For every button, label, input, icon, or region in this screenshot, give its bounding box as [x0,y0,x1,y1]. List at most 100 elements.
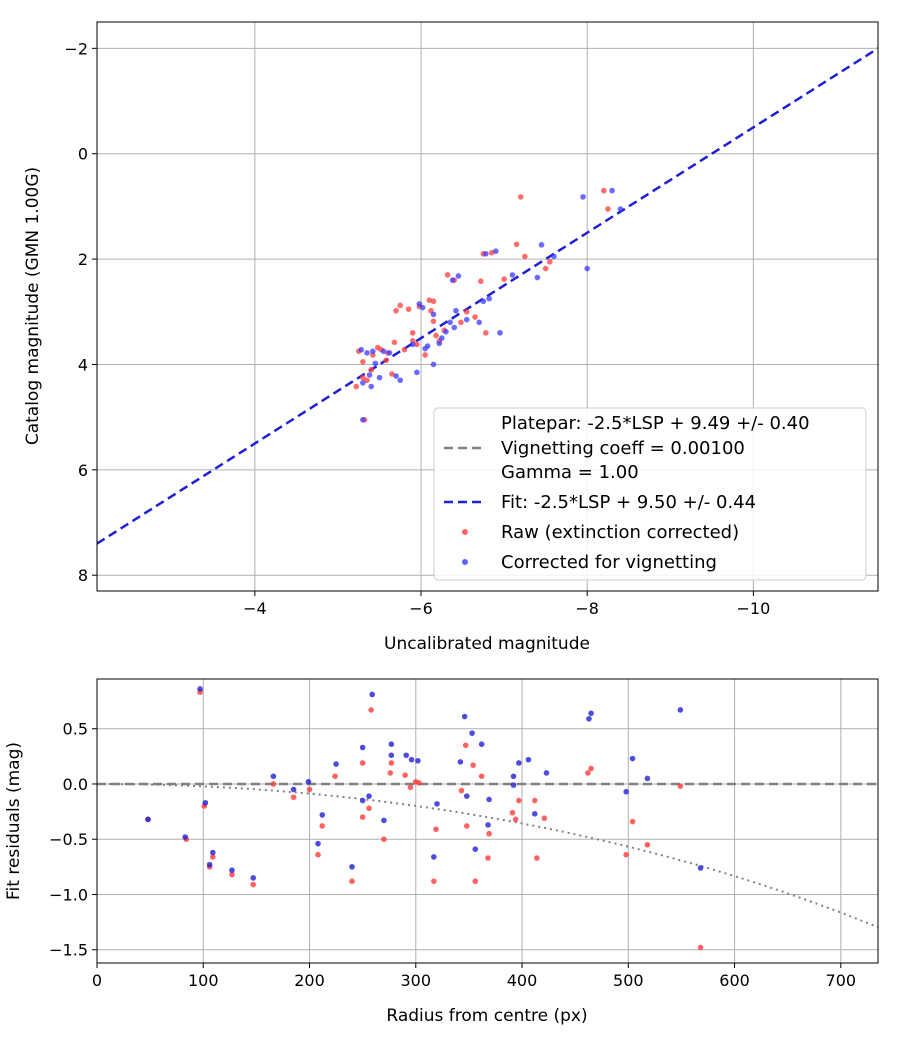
corrected-point [497,330,503,336]
raw-residual-point [485,855,491,861]
fit-line [97,47,878,545]
residuals-x-tick-label: 400 [507,971,538,990]
corrected-residual-point [145,816,151,823]
corrected-point [509,272,516,278]
corrected-residual-point [644,775,651,782]
legend-fit: Fit: -2.5*LSP + 9.50 +/- 0.44 [501,492,756,513]
raw-residual-point [472,878,479,885]
calibration-ticks: −4 −6 −8 −10 −2 0 2 4 6 8 [64,39,770,618]
corrected-point [580,194,586,200]
raw-residual-point [306,786,313,793]
corrected-residual-point [510,773,517,780]
raw-residual-point [250,881,256,888]
corrected-point [358,346,365,353]
calibration-y-tick-label: 6 [78,461,88,480]
corrected-point [439,335,445,341]
corrected-residual-point [270,773,277,780]
corrected-residual-point [333,761,339,767]
raw-point [605,206,611,212]
corrected-point [386,350,393,356]
corrected-point [422,345,428,352]
raw-residual-point [349,878,355,885]
raw-residual-point [623,851,629,858]
corrected-residual-point [434,801,440,807]
raw-residual-point [463,823,470,829]
raw-point [601,187,607,194]
corrected-point [483,251,489,257]
corrected-residual-point [349,864,355,870]
corrected-point [436,340,443,347]
residuals-ticks: 0 100 200 300 400 500 600 700 0.5 0.0 −0.5 −1.0 −1.5 [49,720,856,990]
corrected-point [476,319,482,326]
corrected-residual-point [469,730,475,736]
corrected-point [370,348,376,355]
corrected-point [376,374,383,381]
raw-point [393,307,399,314]
raw-point [542,265,549,272]
raw-residual-point [470,762,476,768]
corrected-residual-point [697,865,704,871]
raw-residual-point [516,797,522,804]
legend-platepar: Platepar: -2.5*LSP + 9.49 +/- 0.40 [501,413,810,434]
corrected-residual-point [197,686,203,692]
corrected-residual-point [366,793,372,799]
raw-residual-point [588,765,594,772]
corrected-residual-point [431,854,437,860]
corrected-residual-point [531,811,538,817]
corrected-residual-point [229,867,235,873]
raw-point [409,330,416,336]
legend-vignetting: Vignetting coeff = 0.00100 [501,438,745,459]
legend-box [433,407,867,581]
raw-residual-point [486,830,492,837]
legend-raw-swatch [462,529,468,535]
corrected-residual-point [359,744,366,751]
corrected-point [416,301,423,307]
corrected-point [480,298,487,305]
calibration-y-tick-label: 0 [78,145,88,164]
corrected-point [463,316,470,323]
corrected-point [414,369,420,376]
corrected-residual-point [250,875,256,881]
legend: Platepar: -2.5*LSP + 9.49 +/- 0.40 Vigne… [433,407,867,581]
raw-residual-point [388,760,395,766]
corrected-residual-point [305,778,312,785]
raw-point [483,330,489,336]
raw-residual-point [290,794,297,801]
raw-point [401,346,408,353]
corrected-residual-point [461,713,468,720]
corrected-residual-point [206,861,213,868]
raw-residual-point [644,841,651,848]
residuals-x-tick-label: 0 [92,971,102,990]
raw-residual-point [315,851,321,858]
raw-point [391,339,398,346]
raw-residual-point [585,770,591,776]
corrected-point [360,416,366,423]
raw-residual-point [332,773,338,780]
corrected-point [493,248,499,254]
corrected-residual-point [415,757,421,764]
raw-residual-point [509,809,516,816]
corrected-point [380,348,387,355]
corrected-residual-point [623,788,629,795]
corrected-residual-point [525,756,532,763]
raw-point [422,352,428,358]
corrected-point [397,377,404,384]
residuals-x-tick-label: 100 [188,971,219,990]
raw-residual-point [359,814,366,820]
corrected-residual-point [210,849,216,856]
residuals-plot-area [97,679,878,963]
raw-point [463,308,470,315]
corrected-residual-point [369,691,376,698]
corrected-residual-point [588,710,594,717]
raw-residual-point [478,773,485,780]
raw-residual-point [629,818,636,825]
calibration-x-tick-label: −6 [409,599,433,618]
raw-residual-point [402,772,408,778]
corrected-residual-point [315,840,321,847]
residuals-y-axis-label: Fit residuals (mag) [4,742,24,900]
corrected-residual-point [290,786,297,793]
residuals-grid [96,679,878,963]
raw-point [360,359,366,365]
raw-residual-point [229,871,235,878]
